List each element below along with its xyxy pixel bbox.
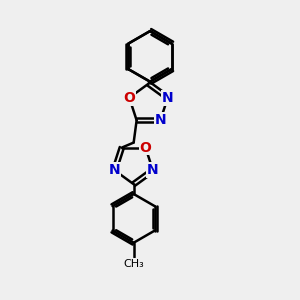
Text: O: O bbox=[123, 91, 135, 105]
Text: N: N bbox=[109, 163, 120, 177]
Text: CH₃: CH₃ bbox=[123, 259, 144, 269]
Text: O: O bbox=[140, 141, 152, 154]
Text: N: N bbox=[147, 163, 159, 177]
Text: N: N bbox=[162, 91, 173, 105]
Text: N: N bbox=[154, 113, 166, 127]
